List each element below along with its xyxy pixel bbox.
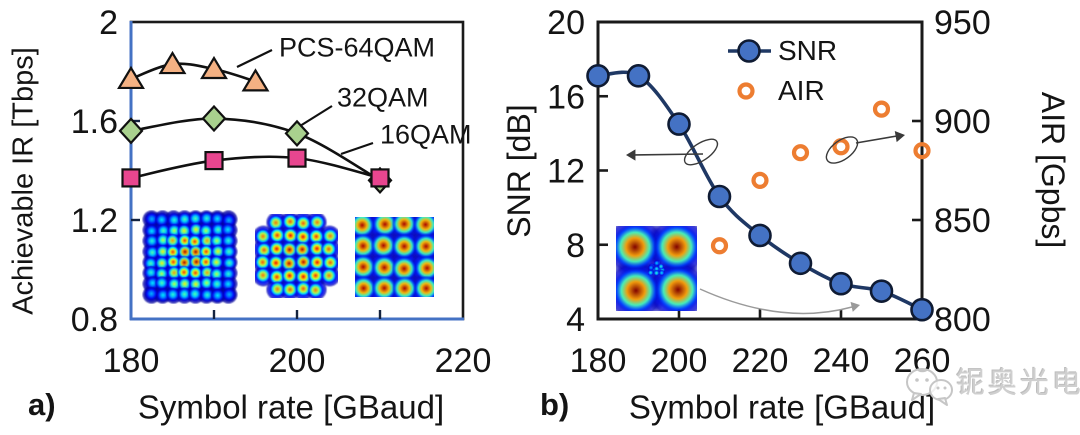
b-left-y-tick-label: 8 xyxy=(566,227,585,265)
b-left-y-tick-label: 20 xyxy=(547,4,585,42)
open-circle-marker xyxy=(751,171,769,189)
circle-marker xyxy=(748,223,772,248)
circle-marker xyxy=(788,251,813,276)
b-right-y-axis-title: AIR [Gpbs] xyxy=(1035,91,1071,249)
triangle-marker xyxy=(200,55,228,80)
b-right-y-tick-label: 800 xyxy=(934,301,991,339)
annotation-pcs-64qam: PCS-64QAM xyxy=(279,32,436,63)
series-line-16QAM xyxy=(130,155,381,180)
legend-snr-label: SNR xyxy=(778,35,838,66)
panel-a: 180 200 220 0.8 1.2 1.6 2 xyxy=(71,4,492,380)
annotation-16qam: 16QAM xyxy=(380,119,472,150)
wechat-icon xyxy=(906,368,953,406)
b-x-tick-label: 200 xyxy=(651,342,708,380)
a-y-tick-label: 1.6 xyxy=(71,103,118,141)
diamond-marker xyxy=(284,119,310,148)
b-right-y-tick-label: 950 xyxy=(934,4,991,42)
square-marker xyxy=(204,151,224,171)
b-x-tick-label: 240 xyxy=(813,342,870,380)
right-axis-arrow xyxy=(855,135,898,144)
square-marker xyxy=(121,168,141,188)
arrow-head xyxy=(894,131,905,143)
triangle-marker xyxy=(117,65,145,90)
arrow-head xyxy=(626,149,636,161)
open-circle-marker xyxy=(872,100,891,118)
circle-marker xyxy=(737,39,761,63)
circle-marker xyxy=(910,297,934,322)
circle-marker xyxy=(626,64,651,88)
a-y-tick-label: 2 xyxy=(99,4,118,42)
16qam-constellation-inset xyxy=(355,217,434,297)
annotation-callout-line xyxy=(340,141,374,156)
annotation-32qam: 32QAM xyxy=(337,82,429,113)
circle-marker xyxy=(586,64,610,88)
watermark-text: 铌奥光电 xyxy=(956,367,1080,400)
a-y-axis-title: Achievable IR [Tbps] xyxy=(7,47,40,315)
series-line-32QAM xyxy=(130,117,381,182)
b-right-y-tick-label: 850 xyxy=(934,202,991,240)
snr-line-ellipse xyxy=(683,138,719,166)
square-marker xyxy=(370,168,390,188)
b-left-y-tick-label: 12 xyxy=(547,153,585,191)
a-x-tick-label: 220 xyxy=(435,342,492,380)
left-axis-arrow xyxy=(633,153,704,156)
diamond-marker xyxy=(118,117,144,145)
open-circle-marker xyxy=(710,237,729,255)
a-x-tick-label: 180 xyxy=(103,342,160,380)
diamond-marker xyxy=(201,104,227,133)
series-markers-16QAM xyxy=(121,148,390,188)
open-circle-marker xyxy=(737,82,755,100)
a-y-tick-label: 0.8 xyxy=(71,301,118,339)
open-circle-marker xyxy=(791,144,810,162)
b-left-y-tick-label: 16 xyxy=(547,78,585,116)
panel-b-letter: b) xyxy=(540,387,570,422)
a-x-tick-label: 200 xyxy=(269,342,326,380)
a-x-axis-title: Symbol rate [GBaud] xyxy=(137,388,445,426)
air-markers xyxy=(710,100,931,255)
32qam-constellation-inset xyxy=(255,214,338,298)
triangle-marker xyxy=(158,50,187,75)
b-x-axis-title: Symbol rate [GBaud] xyxy=(628,388,936,426)
annotation-callout-line xyxy=(236,49,273,68)
open-circle-marker xyxy=(913,142,931,160)
b-x-tick-label: 180 xyxy=(570,342,627,380)
b-right-y-tick-label: 900 xyxy=(934,103,991,141)
a-y-tick-label: 1.2 xyxy=(71,202,118,240)
panel-a-letter: a) xyxy=(28,387,56,422)
pcs-64qam-constellation-inset xyxy=(142,210,238,304)
circle-marker xyxy=(829,271,853,296)
snr-markers xyxy=(586,64,934,322)
arrow-head xyxy=(850,301,860,312)
annotation-callout-line xyxy=(299,105,333,127)
air-point-ellipse xyxy=(825,136,859,164)
legend-air-label: AIR xyxy=(778,75,825,106)
circle-marker xyxy=(869,279,894,303)
b-annotations xyxy=(626,131,905,315)
circle-marker xyxy=(707,184,732,209)
qpsk-constellation-inset xyxy=(616,226,697,311)
series-markers-32QAM xyxy=(118,104,393,195)
series-line-PCS-64QAM xyxy=(130,62,256,83)
series-markers-PCS-64QAM xyxy=(117,50,270,92)
b-left-y-axis-title: SNR [dB] xyxy=(501,104,537,238)
b-left-y-tick-label: 4 xyxy=(566,301,585,339)
triangle-marker xyxy=(241,68,270,92)
b-x-tick-label: 220 xyxy=(732,342,789,380)
circle-marker xyxy=(667,112,691,136)
square-marker xyxy=(287,148,307,168)
inset-curved-arrow xyxy=(699,288,853,315)
